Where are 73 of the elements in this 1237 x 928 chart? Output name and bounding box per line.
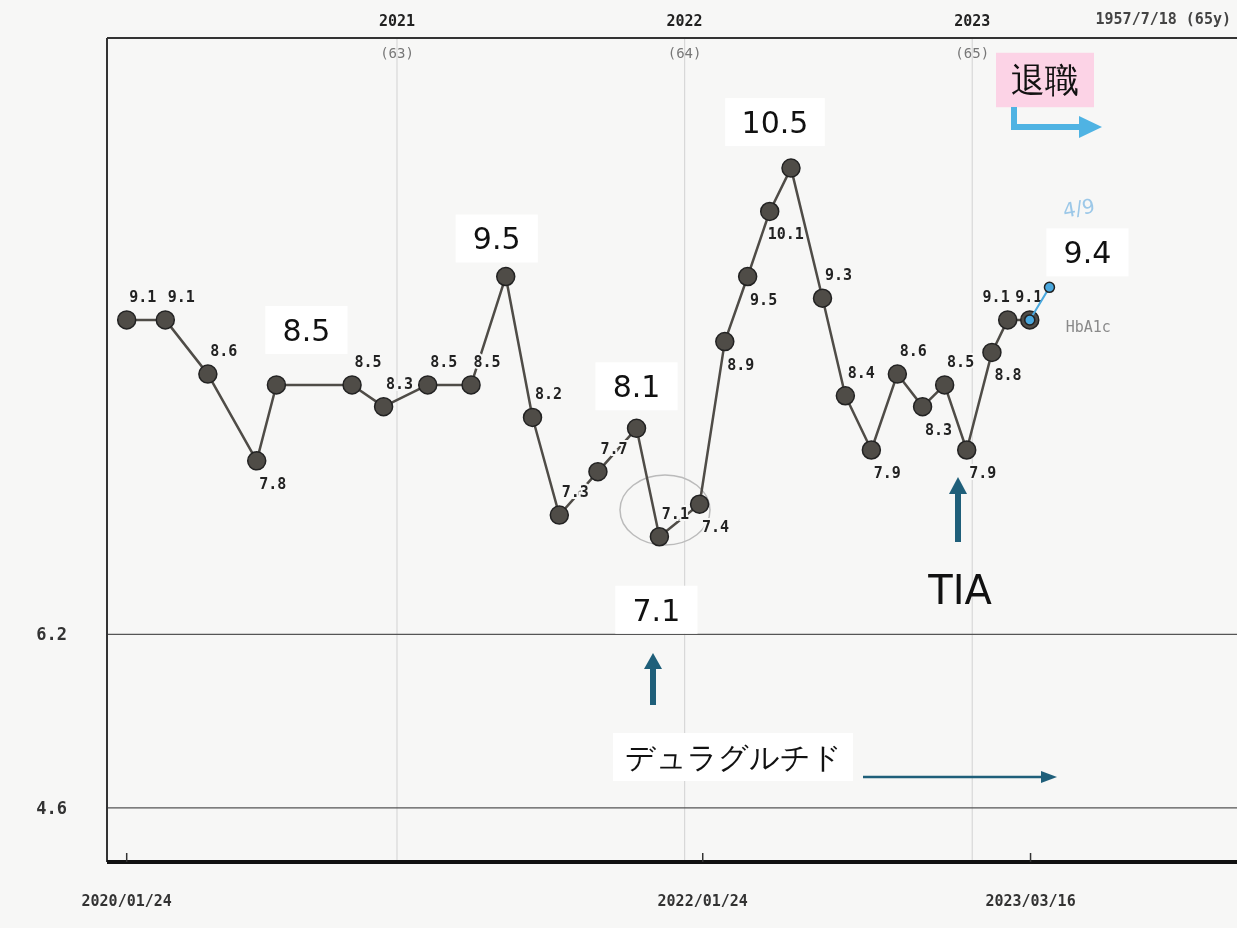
text: 1957/7/18 (65y) [1095, 10, 1231, 28]
point [759, 201, 780, 222]
point [417, 375, 438, 395]
data-label: 8.6 [210, 342, 238, 361]
point [812, 288, 833, 308]
data-label: 7.1 [661, 504, 689, 523]
point [461, 375, 481, 395]
y-tick-label: 4.6 [36, 797, 67, 818]
y-tick-label: 6.2 [36, 624, 67, 645]
data-label: 10.1 [767, 225, 804, 244]
annotation: 退職 [1011, 60, 1079, 101]
x-tick-label: 2022/01/24 [657, 892, 748, 910]
annotation: 4/9 [1060, 193, 1097, 223]
point [861, 440, 882, 460]
point [155, 310, 176, 330]
point [522, 407, 543, 428]
point [626, 418, 647, 439]
data-label: 8.2 [534, 385, 563, 404]
point [934, 375, 955, 395]
point [781, 158, 801, 178]
point [373, 396, 394, 417]
point [342, 375, 362, 395]
annotation: 9.5 [472, 221, 521, 257]
data-label: 9.5 [750, 290, 778, 309]
data-label: 7.4 [702, 518, 730, 537]
annotation: TIA [927, 567, 993, 614]
data-label: 8.3 [386, 374, 414, 393]
x-tick-label: 2023/03/16 [985, 892, 1076, 910]
annotation: 8.1 [612, 369, 661, 405]
data-label: 9.3 [824, 266, 853, 285]
point [246, 451, 267, 471]
point [737, 266, 758, 287]
point [956, 440, 977, 460]
point [1043, 281, 1056, 294]
data-label: 9.1 [167, 287, 195, 306]
data-label: 8.6 [899, 342, 927, 361]
data-label: 8.5 [947, 352, 975, 371]
annotation: 10.5 [741, 104, 809, 140]
point [266, 375, 287, 395]
point [588, 461, 608, 482]
data-label: 9.1 [982, 287, 1010, 306]
annotation: 8.5 [282, 312, 331, 348]
data-label: 7.8 [259, 474, 287, 493]
point [689, 494, 710, 514]
data-label: 7.9 [969, 464, 997, 482]
x-tick-label: 2020/01/24 [81, 892, 172, 910]
data-label: 9.1 [1015, 287, 1043, 306]
point [649, 527, 670, 547]
annotation: デュラグルチド [624, 739, 842, 775]
point [198, 364, 218, 384]
data-label: 8.8 [994, 366, 1022, 385]
point [495, 266, 516, 287]
point [997, 310, 1018, 330]
point [887, 364, 908, 384]
annotation: 9.4 [1063, 235, 1112, 271]
x2-tick-label: 2022 (64) [666, 12, 703, 61]
point [982, 342, 1002, 363]
series-label: HbA1c [1065, 317, 1111, 336]
x2-tick-label: 2023 (65) [954, 12, 991, 61]
point [912, 396, 933, 417]
x2-tick-label: 2021 (63) [378, 12, 416, 61]
data-label: 8.3 [925, 420, 953, 439]
point [549, 505, 570, 525]
annotation: 7.1 [632, 592, 681, 628]
data-label: 8.5 [430, 352, 458, 371]
data-label: 9.1 [129, 287, 157, 306]
point [116, 310, 137, 330]
point [835, 386, 856, 406]
data-label: 8.5 [354, 352, 382, 371]
data-label: 8.9 [727, 355, 755, 374]
data-label: 8.4 [847, 363, 875, 382]
point [715, 331, 735, 352]
data-label: 7.9 [873, 464, 901, 482]
